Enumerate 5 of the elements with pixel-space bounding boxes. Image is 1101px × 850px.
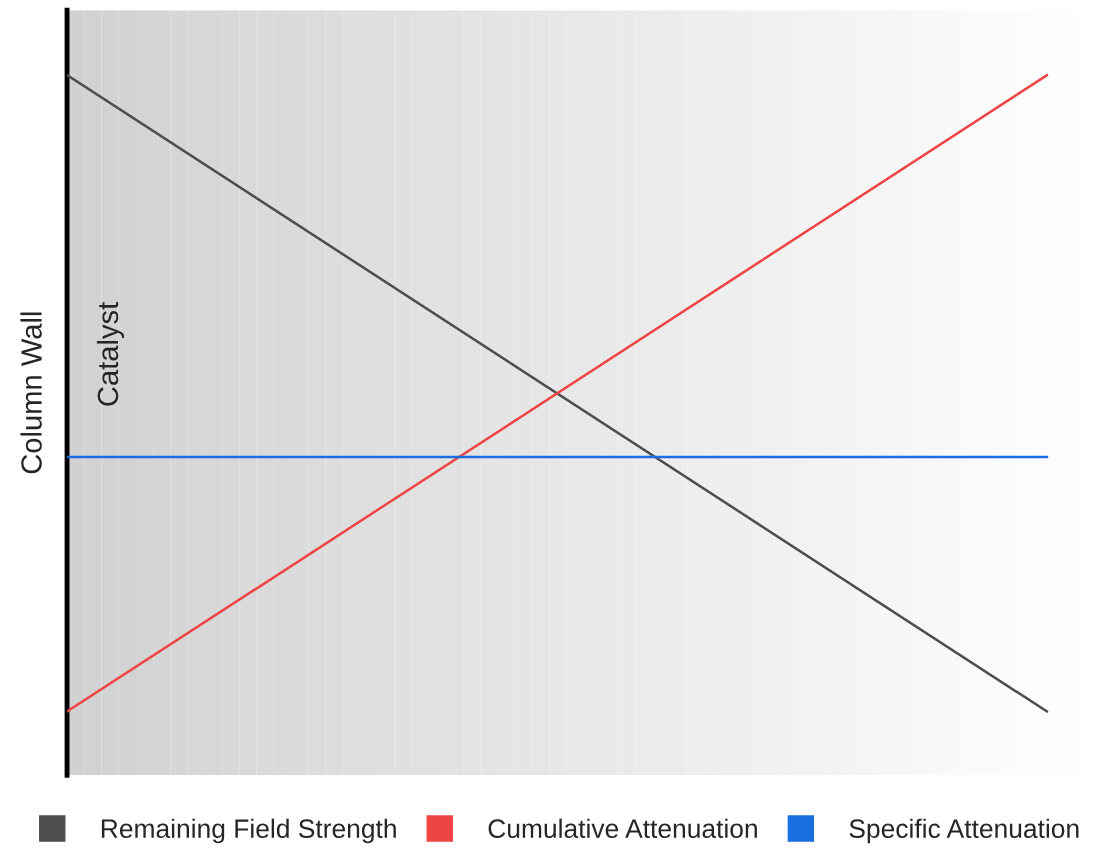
legend-label: Cumulative Attenuation — [488, 818, 757, 839]
legend-label: Remaining Field Strength — [101, 818, 396, 844]
annotation: Catalyst — [96, 301, 125, 406]
y-axis-title: Column Wall — [20, 312, 42, 474]
legend-label: Specific Attenuation — [849, 818, 1079, 844]
